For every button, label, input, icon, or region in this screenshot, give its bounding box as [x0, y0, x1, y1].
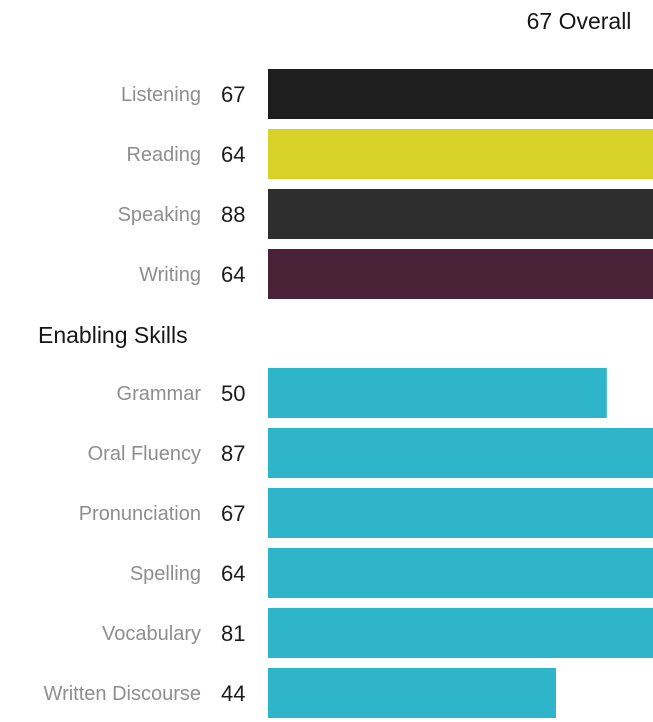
score-label-written-discourse: 44	[221, 681, 245, 706]
bar-written-discourse	[268, 668, 556, 718]
bar-grammar	[268, 368, 607, 418]
overall-label: 67 Overall	[527, 8, 632, 34]
skill-label-listening: Listening	[121, 84, 201, 106]
skill-label-vocabulary: Vocabulary	[102, 623, 201, 645]
score-label-vocabulary: 81	[221, 621, 245, 646]
skill-label-written-discourse: Written Discourse	[44, 683, 201, 705]
score-label-pronunciation: 67	[221, 501, 245, 526]
bar-spelling	[268, 548, 653, 598]
bar-oral-fluency	[268, 428, 653, 478]
skill-label-speaking: Speaking	[118, 204, 201, 226]
bar-writing	[268, 249, 653, 299]
bar-pronunciation	[268, 488, 653, 538]
bar-vocabulary	[268, 608, 653, 658]
skill-label-reading: Reading	[126, 144, 201, 166]
skill-label-pronunciation: Pronunciation	[79, 503, 201, 525]
bar-listening	[268, 69, 653, 119]
overall-text: Overall	[559, 8, 632, 34]
skill-label-grammar: Grammar	[117, 383, 202, 405]
score-label-oral-fluency: 87	[221, 441, 245, 466]
score-label-writing: 64	[221, 262, 245, 287]
score-label-reading: 64	[221, 142, 245, 167]
bars-group	[268, 69, 653, 718]
skill-label-oral-fluency: Oral Fluency	[88, 443, 201, 465]
score-label-spelling: 64	[221, 561, 245, 586]
score-label-listening: 67	[221, 82, 245, 107]
skill-label-spelling: Spelling	[130, 563, 201, 585]
bar-speaking	[268, 189, 653, 239]
labels-group: Listening 67 Reading 64 Speaking 88 Writing 64 E…	[38, 82, 245, 706]
score-label-grammar: 50	[221, 381, 245, 406]
skill-label-writing: Writing	[139, 264, 201, 286]
section-title-enabling-skills: Enabling Skills	[38, 322, 188, 348]
overall-value: 67	[527, 8, 553, 34]
bar-reading	[268, 129, 653, 179]
score-label-speaking: 88	[221, 202, 245, 227]
